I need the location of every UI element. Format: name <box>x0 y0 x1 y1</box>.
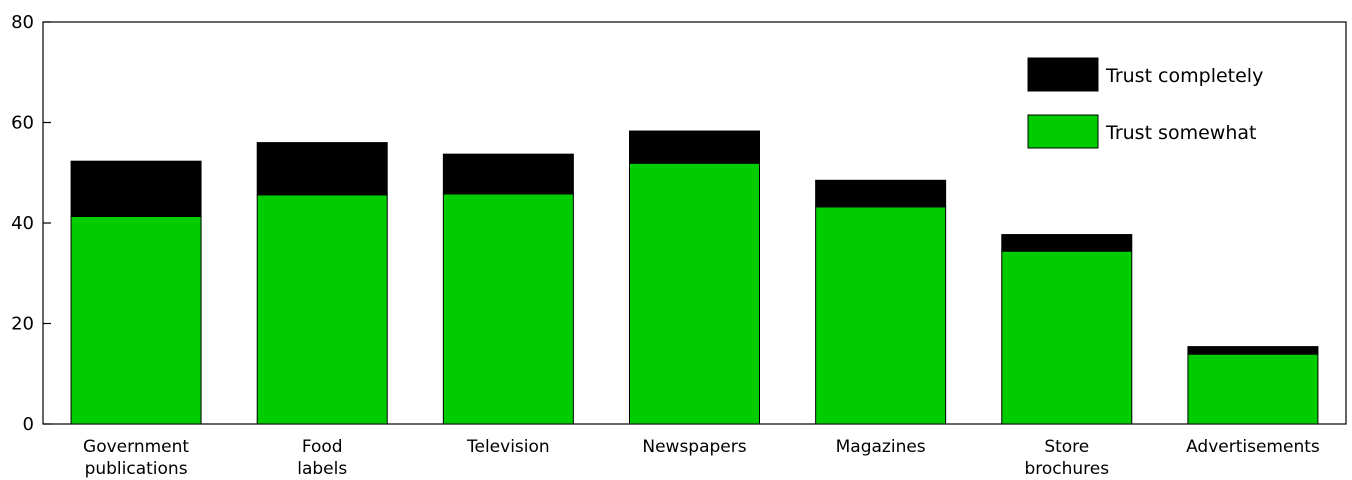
x-category-label: Store <box>1044 437 1089 457</box>
x-category-label: Newspapers <box>642 437 746 457</box>
bar-segment-trust-completely <box>1001 234 1133 252</box>
y-tick-label: 20 <box>11 314 34 335</box>
x-category-label: publications <box>85 459 188 479</box>
bar-segment-trust-somewhat <box>442 193 574 425</box>
x-category-label: Magazines <box>836 437 926 457</box>
legend: Trust completely Trust somewhat <box>1027 57 1263 149</box>
bar-segment-trust-somewhat <box>256 194 388 425</box>
bar-segment-trust-somewhat <box>815 206 947 425</box>
x-category-label: labels <box>297 459 347 479</box>
y-tick-label: 0 <box>23 414 34 435</box>
bar-segment-trust-completely <box>256 142 388 196</box>
bar-segment-trust-completely <box>1187 346 1319 355</box>
bar-segment-trust-somewhat <box>70 215 202 425</box>
bar-segment-trust-somewhat <box>1187 353 1319 425</box>
x-category-label: Television <box>466 437 550 457</box>
x-category-label: brochures <box>1024 459 1109 479</box>
bar-segment-trust-somewhat <box>629 162 760 425</box>
y-axis: 0 20 40 60 80 <box>11 12 51 435</box>
bar-segment-trust-completely <box>629 130 760 164</box>
legend-swatch-trust-completely <box>1027 57 1099 92</box>
bar-segment-trust-completely <box>70 160 202 217</box>
bars-group <box>70 130 1319 425</box>
bar-segment-trust-completely <box>442 153 574 195</box>
x-category-label: Food <box>302 437 343 457</box>
bar-segment-trust-completely <box>815 179 947 208</box>
legend-label: Trust somewhat <box>1105 122 1256 144</box>
x-category-label: Advertisements <box>1186 437 1320 457</box>
y-tick-label: 60 <box>11 113 34 134</box>
y-tick-label: 40 <box>11 213 34 234</box>
x-category-label: Government <box>83 437 189 457</box>
y-tick-label: 80 <box>11 12 34 33</box>
legend-swatch-trust-somewhat <box>1027 114 1099 149</box>
legend-label: Trust completely <box>1105 65 1263 87</box>
bar-segment-trust-somewhat <box>1001 250 1133 425</box>
